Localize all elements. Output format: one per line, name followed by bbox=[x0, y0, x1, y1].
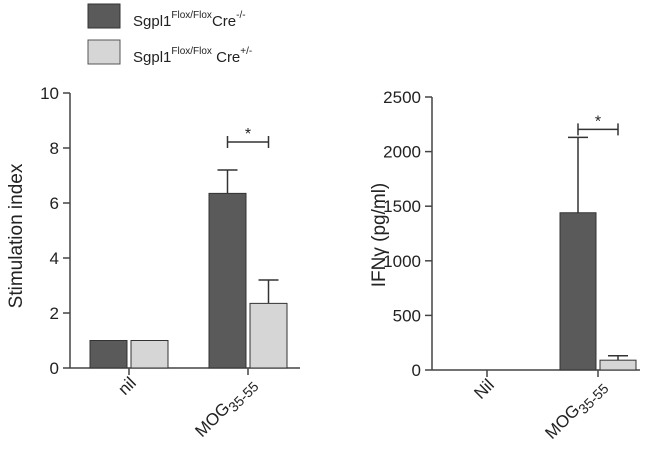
y-tick-label: 6 bbox=[50, 194, 59, 213]
y-tick-label: 0 bbox=[412, 361, 421, 380]
y-tick-label: 1500 bbox=[383, 197, 421, 216]
legend-entry-2: Sgpl1Flox/Flox Cre+/- bbox=[87, 39, 252, 66]
legend: Sgpl1Flox/FloxCre-/- Sgpl1Flox/Flox Cre+… bbox=[87, 3, 252, 66]
x-tick-label: MOG35-55 bbox=[191, 373, 261, 443]
ifn-gamma-chart: 0 500 1000 1500 2000 2500 IFNγ (pg/ml) Nil MOG35… bbox=[369, 88, 640, 445]
y-tick-label: 1000 bbox=[383, 252, 421, 271]
y-tick-label: 10 bbox=[40, 84, 59, 103]
y-tick-label: 4 bbox=[50, 249, 59, 268]
bar bbox=[208, 192, 247, 369]
bar bbox=[130, 340, 169, 369]
legend-swatch-2 bbox=[87, 39, 121, 65]
stimulation-index-chart: 0 2 4 6 8 10 Stimulation index nil MOG35-55 * bbox=[6, 84, 300, 443]
y-tick-label: 2 bbox=[50, 304, 59, 323]
legend-label-2: Sgpl1Flox/Flox Cre+/- bbox=[133, 46, 252, 66]
bar bbox=[249, 302, 288, 369]
significance-marker: * bbox=[245, 126, 251, 143]
x-tick-label: Nil bbox=[470, 375, 497, 402]
x-tick-label: nil bbox=[114, 373, 139, 398]
significance-marker: * bbox=[595, 113, 601, 130]
bar bbox=[559, 212, 597, 371]
bar bbox=[599, 359, 637, 371]
y-tick-label: 500 bbox=[393, 306, 421, 325]
x-tick-label: MOG35-55 bbox=[541, 375, 611, 445]
bar bbox=[89, 340, 128, 369]
y-tick-label: 0 bbox=[50, 359, 59, 378]
y-tick-label: 2500 bbox=[383, 88, 421, 107]
legend-swatch-1 bbox=[87, 3, 121, 29]
y-tick-label: 8 bbox=[50, 139, 59, 158]
legend-entry-1: Sgpl1Flox/FloxCre-/- bbox=[87, 3, 246, 30]
y-tick-label: 2000 bbox=[383, 143, 421, 162]
legend-label-1: Sgpl1Flox/FloxCre-/- bbox=[133, 10, 246, 30]
y-axis-title: IFNγ (pg/ml) bbox=[369, 183, 390, 288]
y-axis-title: Stimulation index bbox=[6, 163, 27, 308]
